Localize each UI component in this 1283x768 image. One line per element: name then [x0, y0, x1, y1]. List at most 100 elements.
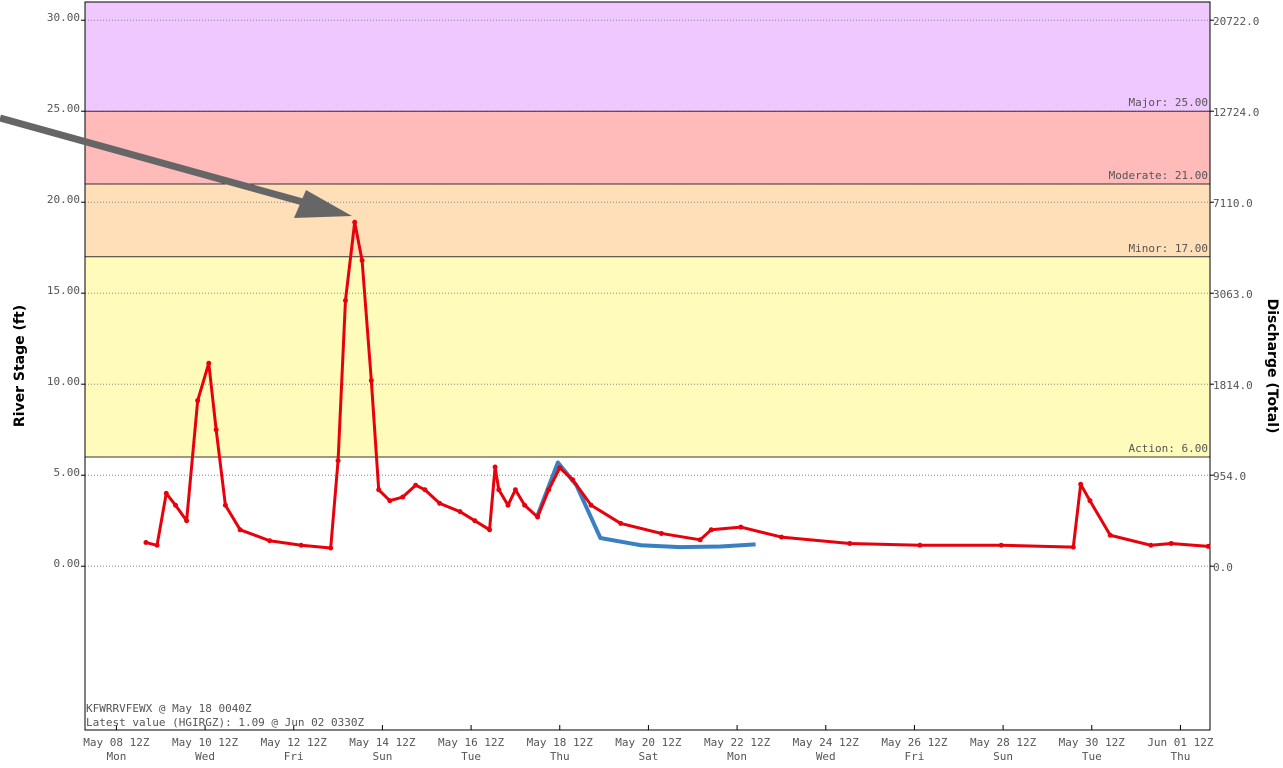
- flood-label: Action: 6.00: [1129, 442, 1208, 455]
- y-tick-label: 15.00: [47, 284, 80, 297]
- x-tick-label: May 26 12Z: [881, 736, 948, 749]
- x-tick-weekday: Fri: [904, 750, 924, 763]
- legend-entry: Latest value (HGIRGZ): 1.09 @ Jun 02 033…: [86, 716, 365, 729]
- data-point: [400, 494, 406, 500]
- data-point: [457, 509, 463, 515]
- x-tick-label: May 22 12Z: [704, 736, 771, 749]
- y2-tick-label: 3063.0: [1213, 288, 1253, 301]
- x-tick-label: Jun 01 12Z: [1147, 736, 1214, 749]
- flood-label: Major: 25.00: [1129, 96, 1208, 109]
- x-tick-weekday: Sun: [993, 750, 1013, 763]
- data-point: [437, 500, 443, 506]
- data-point: [1148, 542, 1154, 548]
- y2-tick-label: 20722.0: [1213, 15, 1259, 28]
- y2-tick-label: 1814.0: [1213, 379, 1253, 392]
- data-point: [697, 537, 703, 543]
- data-point: [213, 427, 219, 433]
- data-point: [413, 482, 419, 488]
- data-point: [154, 542, 160, 548]
- data-point: [173, 502, 179, 508]
- x-tick-label: May 14 12Z: [349, 736, 416, 749]
- y2-tick-label: 12724.0: [1213, 106, 1259, 119]
- data-point: [658, 530, 664, 536]
- data-point: [422, 487, 428, 493]
- data-point: [335, 458, 341, 464]
- x-tick-weekday: Thu: [1171, 750, 1191, 763]
- x-tick-weekday: Tue: [461, 750, 481, 763]
- y-tick-label: 5.00: [54, 466, 81, 479]
- data-point: [328, 545, 334, 551]
- x-tick-label: May 18 12Z: [527, 736, 594, 749]
- data-point: [1087, 498, 1093, 504]
- data-point: [387, 498, 393, 504]
- x-tick-weekday: Wed: [816, 750, 836, 763]
- data-point: [163, 490, 169, 496]
- arrow-head: [294, 190, 352, 218]
- data-point: [522, 502, 528, 508]
- x-tick-label: May 12 12Z: [261, 736, 328, 749]
- data-point: [184, 518, 190, 524]
- data-point: [546, 487, 552, 493]
- data-point: [1205, 543, 1211, 549]
- data-point: [1078, 481, 1084, 487]
- data-point: [588, 502, 594, 508]
- data-point: [359, 257, 365, 263]
- data-point: [917, 542, 923, 548]
- y2-axis-title: Discharge (Total): [1264, 299, 1280, 434]
- y2-tick-label: 7110.0: [1213, 197, 1253, 210]
- flood-label: Moderate: 21.00: [1109, 169, 1208, 182]
- x-tick-label: May 10 12Z: [172, 736, 239, 749]
- data-point: [557, 465, 563, 471]
- data-point: [222, 502, 228, 508]
- x-tick-weekday: Fri: [284, 750, 304, 763]
- x-tick-weekday: Sat: [638, 750, 658, 763]
- flood-band: [85, 2, 1210, 112]
- y-tick-label: 25.00: [47, 102, 80, 115]
- data-point: [342, 297, 348, 303]
- data-point: [206, 360, 212, 366]
- y-tick-label: 0.00: [54, 557, 81, 570]
- data-point: [1168, 540, 1174, 546]
- x-tick-weekday: Sun: [372, 750, 392, 763]
- flood-band: [85, 256, 1210, 457]
- data-point: [1107, 532, 1113, 538]
- y-axis-title: River Stage (ft): [12, 305, 28, 427]
- data-point: [376, 487, 382, 493]
- data-point: [195, 398, 201, 404]
- legend-entry: KFWRRVFEWX @ May 18 0040Z: [86, 702, 252, 715]
- flood-label: Minor: 17.00: [1129, 242, 1208, 255]
- x-tick-weekday: Thu: [550, 750, 570, 763]
- x-tick-weekday: Mon: [106, 750, 126, 763]
- y-tick-label: 10.00: [47, 375, 80, 388]
- data-point: [778, 534, 784, 540]
- data-point: [368, 378, 374, 384]
- flood-band: [85, 111, 1210, 184]
- flood-band: [85, 184, 1210, 257]
- x-tick-label: May 28 12Z: [970, 736, 1037, 749]
- data-point: [492, 464, 498, 470]
- data-point: [708, 527, 714, 533]
- x-tick-weekday: Mon: [727, 750, 747, 763]
- data-point: [267, 538, 273, 544]
- y2-tick-label: 954.0: [1213, 470, 1246, 483]
- x-tick-weekday: Tue: [1082, 750, 1102, 763]
- y-tick-label: 20.00: [47, 193, 80, 206]
- data-point: [237, 527, 243, 533]
- x-tick-label: May 16 12Z: [438, 736, 505, 749]
- arrow-shaft: [0, 114, 311, 208]
- data-point: [998, 542, 1004, 548]
- x-tick-label: May 20 12Z: [615, 736, 682, 749]
- data-point: [487, 527, 493, 533]
- x-tick-label: May 30 12Z: [1059, 736, 1126, 749]
- annotation-arrow: [0, 114, 352, 218]
- y2-tick-label: 0.0: [1213, 561, 1233, 574]
- data-point: [1070, 544, 1076, 550]
- x-tick-weekday: Wed: [195, 750, 215, 763]
- data-point: [535, 514, 541, 520]
- data-point: [472, 518, 478, 524]
- data-point: [352, 219, 358, 225]
- data-point: [847, 540, 853, 546]
- data-point: [505, 502, 511, 508]
- y-tick-label: 30.00: [47, 11, 80, 24]
